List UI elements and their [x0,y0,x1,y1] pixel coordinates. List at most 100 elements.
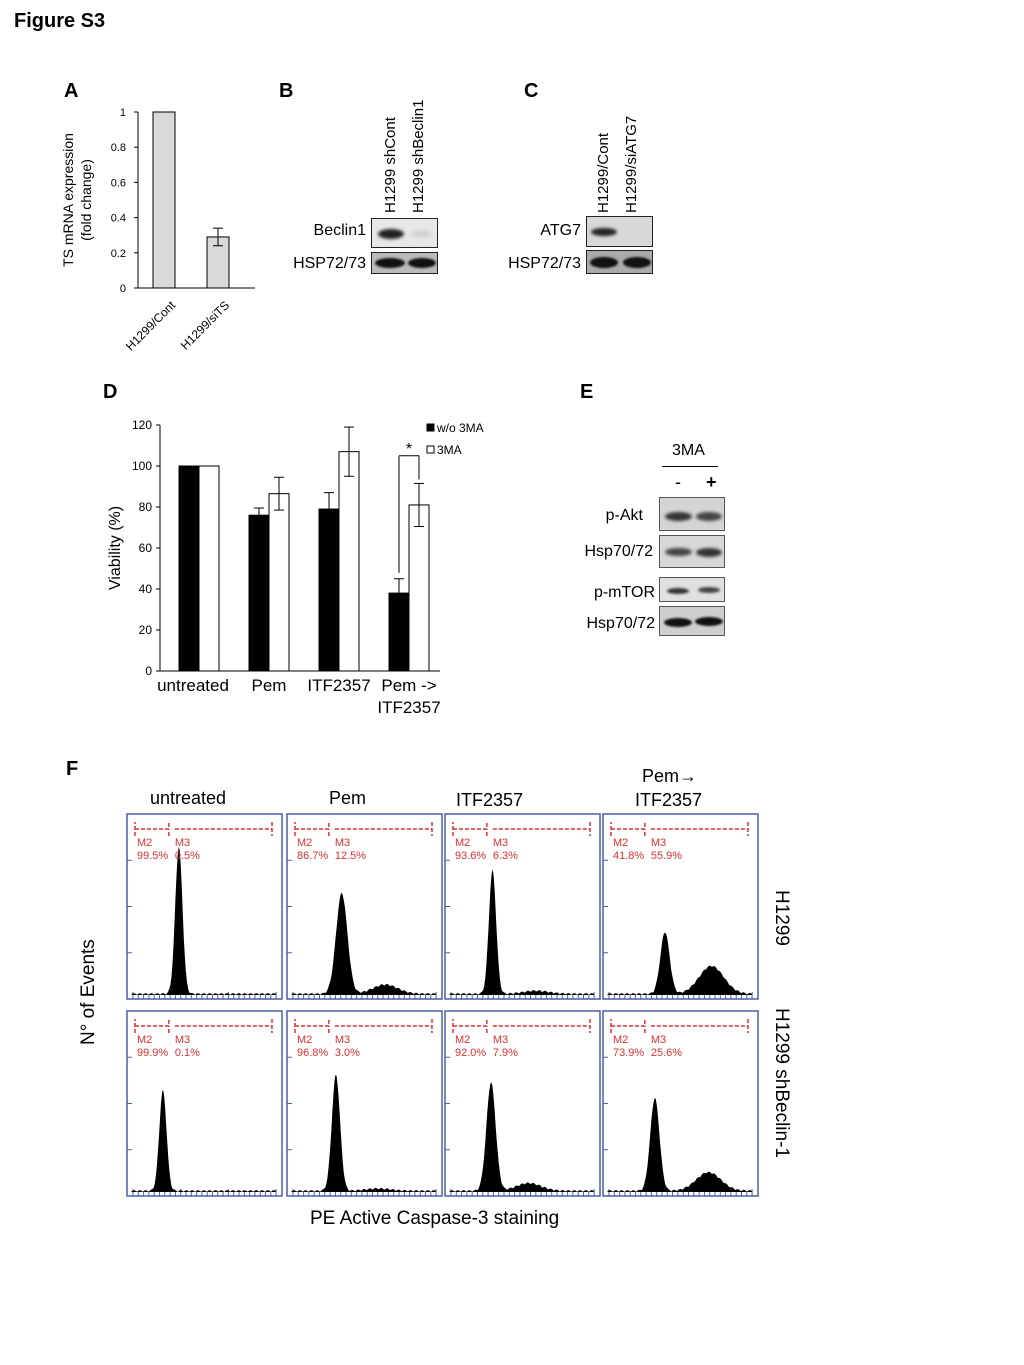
panel-e-minus: - [675,472,681,492]
flow-gate-m3-value: 0.1% [175,1047,200,1059]
flow-histogram: M2 M3 86.7% 12.5% [286,813,443,1000]
panel-d-bar [268,493,290,672]
flow-gate-m2-label: M2 [613,1034,628,1046]
panel-e-treatment-line [662,466,718,467]
panel-c-lane-label-1: H1299/Cont [595,132,612,213]
flow-gate-m3-label: M3 [493,1034,508,1046]
flow-gate-m2 [610,1019,646,1033]
panel-e-treatment-label: 3MA [672,442,705,459]
panel-d-legend-label: 3MA [437,443,462,457]
flow-histogram: M2 M3 99.9% 0.1% [126,1010,283,1197]
panel-a-ytick-label: 0.8 [111,142,126,154]
panel-d-xtick-label: untreated [157,676,229,695]
panel-letter-b: B [279,80,294,102]
panel-e-blot-hsp1 [659,535,725,568]
flow-gate-m3-label: M3 [651,837,666,849]
flow-gate-m3 [174,822,273,836]
flow-gate-m3-value: 3.0% [335,1047,360,1059]
flow-gate-m3 [492,822,591,836]
flow-gate-m3 [334,1019,433,1033]
flow-gate-m2 [610,822,646,836]
panel-a-ytick-label: 0 [120,283,126,295]
panel-d-xtick-label: ITF2357 [377,698,440,717]
panel-letter-d: D [103,381,118,403]
flow-histogram-frame [444,1010,601,1197]
flow-gate-m3-label: M3 [175,1034,190,1046]
figure-title: Figure S3 [14,10,106,32]
panel-d-xtick-label: Pem [252,676,287,695]
panel-f-col-itf2357: ITF2357 [456,790,524,810]
flow-histogram: M2 M3 73.9% 25.6% [602,1010,759,1197]
panel-d-bar [318,508,340,672]
panel-d-significance: * [406,441,412,458]
panel-e-blot-pakt [659,497,725,531]
flow-histogram-curve [607,932,752,995]
panel-a-xtick-label: H1299/Cont [123,298,179,354]
panel-d-ytick-label: 100 [132,459,152,473]
panel-b-row-label-hsp: HSP72/73 [293,255,366,272]
panel-c-blot-hsp [586,250,653,274]
flow-gate-m2 [134,1019,170,1033]
flow-gate-m2 [452,822,488,836]
panel-d-bar [408,504,430,672]
panel-f-ylabel: N° of Events [78,939,99,1045]
panel-d-ytick-label: 20 [139,623,153,637]
flow-gate-m2 [452,1019,488,1033]
panel-b-lane-label-2: H1299 shBeclin1 [410,99,427,213]
flow-gate-m3-label: M3 [651,1034,666,1046]
panel-a-ytick-label: 0.4 [111,213,126,225]
flow-histogram-frame [602,1010,759,1197]
panel-c-row-label-atg7: ATG7 [540,222,581,239]
panel-d-legend-label: w/o 3MA [436,421,484,435]
panel-letter-e: E [580,381,594,403]
panel-e-blot-pmtor [659,577,725,602]
panel-d-chart: Viability (%) 0 20 40 60 80 100 120 untreated Pe… [107,418,484,717]
panel-d-ytick-label: 80 [139,500,153,514]
flow-gate-m2-value: 73.9% [613,1047,644,1059]
flow-gate-m2-label: M2 [613,837,628,849]
flow-histogram-frame [126,813,283,1000]
flow-gate-m2-value: 99.9% [137,1047,168,1059]
flow-gate-m3-value: 7.9% [493,1047,518,1059]
flow-gate-m2-label: M2 [137,1034,152,1046]
panel-f-row-label-shbeclin: H1299 shBeclin-1 [771,1008,792,1158]
panel-e-row-label-hsp2: Hsp70/72 [586,615,656,632]
panel-d-legend-swatch [426,423,435,432]
flow-gate-m3 [650,1019,749,1033]
flow-gate-m3-value: 25.6% [651,1047,682,1059]
flow-gate-m2-value: 86.7% [297,850,328,862]
flow-gate-m2 [294,1019,330,1033]
panel-b-row-label-beclin1: Beclin1 [313,222,366,239]
flow-gate-m2-value: 92.0% [455,1047,486,1059]
panel-f-xlabel: PE Active Caspase-3 staining [310,1208,560,1229]
flow-gate-m2-label: M2 [455,837,470,849]
flow-gate-m2-label: M2 [455,1034,470,1046]
panel-d-bar [338,451,360,672]
panel-c-blot-atg7 [586,216,653,247]
panel-e-row-label-pmtor: p-mTOR [593,584,655,601]
panel-a-ylabel-line1: TS mRNA expression [60,133,76,267]
panel-b-blot-beclin1 [371,218,438,248]
panel-d-ytick-label: 0 [145,664,152,678]
panel-d-xtick-label: Pem -> [381,676,436,695]
panel-d-xtick-label: ITF2357 [307,676,370,695]
panel-a-ytick-label: 1 [120,107,126,119]
flow-gate-m3-value: 6.3% [493,850,518,862]
panel-a-xtick-label: H1299/siTS [178,298,232,352]
panel-a-ytick-label: 0.2 [111,248,126,260]
panel-b-lane-label-1: H1299 shCont [382,117,399,213]
flow-gate-m2-value: 41.8% [613,850,644,862]
flow-gate-m3 [650,822,749,836]
flow-gate-m3-label: M3 [175,837,190,849]
flow-gate-m3-value: 12.5% [335,850,366,862]
panel-f-col-pem-itf-line2: ITF2357 [635,790,703,810]
flow-histogram: M2 M3 99.5% 0.5% [126,813,283,1000]
flow-histogram-frame [286,813,443,1000]
panel-d-legend-swatch [426,445,435,454]
flow-gate-m2-label: M2 [137,837,152,849]
panel-f-row-label-h1299: H1299 [771,890,792,946]
flow-gate-m2 [294,822,330,836]
flow-gate-m3 [334,822,433,836]
flow-histogram: M2 M3 92.0% 7.9% [444,1010,601,1197]
panel-d-ytick-label: 60 [139,541,153,555]
